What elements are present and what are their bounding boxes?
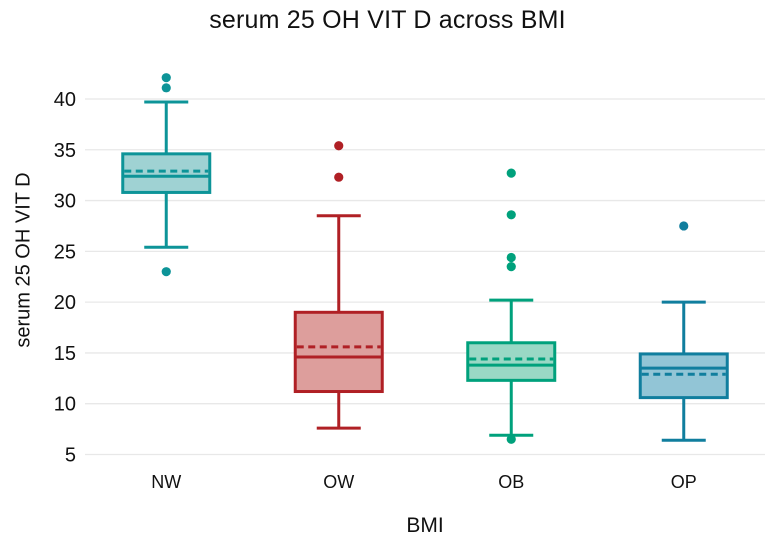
box-ow (293, 310, 384, 394)
outlier-dot-ob (506, 261, 516, 272)
outlier-dot-ob (506, 434, 516, 444)
outlier-dot-nw (161, 83, 171, 93)
y-tick-label: 25 (54, 241, 76, 263)
x-tick-label-nw: NW (151, 472, 181, 492)
outlier-dot-op (679, 221, 689, 231)
y-tick-label: 5 (65, 444, 76, 466)
chart-title: serum 25 OH VIT D across BMI (209, 6, 566, 34)
y-tick-label: 30 (54, 191, 76, 213)
box-ob (466, 341, 557, 382)
outlier-dot-nw (161, 267, 171, 277)
x-tick-label-op: OP (671, 472, 697, 492)
outlier-dot-ob (506, 168, 516, 178)
outlier-dot-ob (506, 210, 516, 220)
x-axis-title: BMI (406, 514, 444, 537)
y-tick-label: 35 (54, 140, 76, 162)
outlier-dot-nw (161, 73, 171, 83)
outlier-dot-ow (334, 141, 344, 151)
x-tick-label-ob: OB (498, 472, 524, 492)
outlier-dot-ob (506, 252, 516, 263)
y-tick-label: 20 (54, 292, 76, 314)
x-tick-label-ow: OW (323, 472, 354, 492)
box-op (638, 352, 729, 400)
box-nw (121, 152, 212, 194)
outlier-dot-ow (334, 172, 344, 182)
y-tick-label: 40 (54, 89, 76, 111)
y-tick-label: 10 (54, 394, 76, 416)
y-tick-label: 15 (54, 343, 76, 365)
